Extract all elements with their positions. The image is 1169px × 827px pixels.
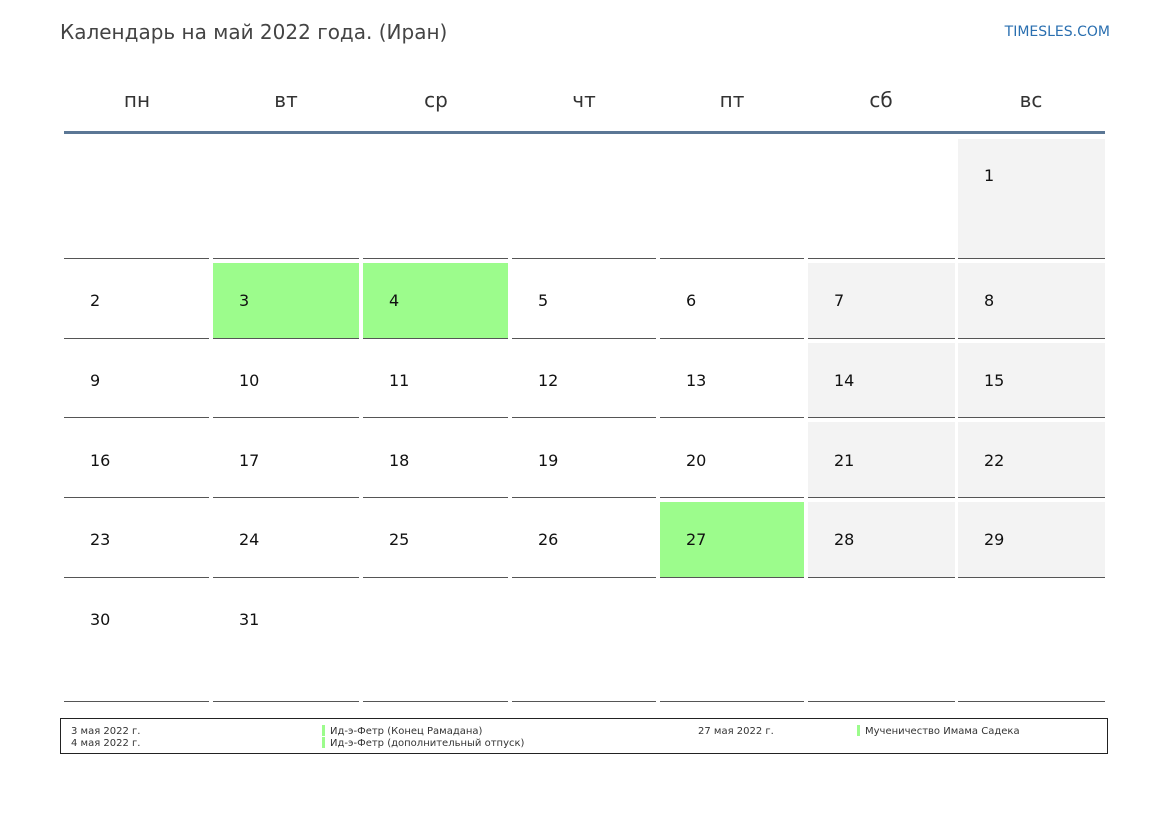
day-number: 14	[834, 371, 855, 390]
day-cell: 7	[808, 263, 955, 339]
legend-color-swatch	[322, 737, 325, 748]
day-cell: 6	[660, 263, 804, 339]
empty-day-cell	[512, 582, 656, 702]
day-number: 2	[90, 291, 101, 310]
weekday-header-row: пн вт ср чт пт сб вс	[64, 85, 1105, 115]
day-cell: 16	[64, 422, 209, 498]
day-cell: 23	[64, 502, 209, 578]
day-number: 28	[834, 530, 855, 549]
day-number: 12	[538, 371, 559, 390]
legend-color-swatch	[322, 725, 325, 736]
legend-date: 4 мая 2022 г.	[71, 738, 141, 749]
weekday-sun: вс	[1019, 88, 1043, 112]
day-cell: 22	[958, 422, 1105, 498]
day-cell: 19	[512, 422, 656, 498]
empty-day-cell	[660, 582, 804, 702]
day-cell: 25	[363, 502, 508, 578]
empty-day-cell	[808, 139, 955, 259]
day-number: 20	[686, 451, 707, 470]
day-cell: 18	[363, 422, 508, 498]
empty-day-cell	[363, 582, 508, 702]
day-number: 30	[90, 610, 111, 629]
day-number: 4	[389, 291, 400, 310]
legend-color-swatch	[857, 725, 860, 736]
day-number: 15	[984, 371, 1005, 390]
day-number: 8	[984, 291, 995, 310]
day-number: 7	[834, 291, 845, 310]
day-number: 6	[686, 291, 697, 310]
day-cell: 11	[363, 343, 508, 418]
day-cell: 10	[213, 343, 359, 418]
day-number: 26	[538, 530, 559, 549]
day-cell: 21	[808, 422, 955, 498]
day-cell: 24	[213, 502, 359, 578]
day-cell: 2	[64, 263, 209, 339]
weekday-mon: пн	[123, 88, 151, 112]
page-title: Календарь на май 2022 года. (Иран)	[60, 20, 448, 44]
day-number: 11	[389, 371, 410, 390]
header-divider	[64, 131, 1105, 134]
day-number: 24	[239, 530, 260, 549]
day-number: 31	[239, 610, 260, 629]
legend-holiday-name: Ид-э-Фетр (Конец Рамадана)	[330, 726, 483, 737]
day-number: 17	[239, 451, 260, 470]
day-cell: 9	[64, 343, 209, 418]
day-number: 13	[686, 371, 707, 390]
day-cell: 8	[958, 263, 1105, 339]
empty-day-cell	[958, 582, 1105, 702]
holiday-legend: 3 мая 2022 г. Ид-э-Фетр (Конец Рамадана)…	[60, 718, 1108, 754]
day-number: 27	[686, 530, 707, 549]
day-cell: 14	[808, 343, 955, 418]
day-cell: 17	[213, 422, 359, 498]
day-cell: 13	[660, 343, 804, 418]
legend-date: 3 мая 2022 г.	[71, 726, 141, 737]
day-cell: 5	[512, 263, 656, 339]
day-number: 19	[538, 451, 559, 470]
day-cell: 26	[512, 502, 656, 578]
empty-day-cell	[64, 139, 209, 259]
day-cell: 1	[958, 139, 1105, 259]
day-cell: 4	[363, 263, 508, 339]
day-number: 10	[239, 371, 260, 390]
day-number: 9	[90, 371, 101, 390]
day-cell: 15	[958, 343, 1105, 418]
day-cell: 30	[64, 582, 209, 702]
brand-link[interactable]: TIMESLES.COM	[1004, 24, 1110, 40]
day-number: 5	[538, 291, 549, 310]
legend-date: 27 мая 2022 г.	[698, 726, 774, 737]
day-cell: 3	[213, 263, 359, 339]
day-number: 16	[90, 451, 111, 470]
empty-day-cell	[363, 139, 508, 259]
weekday-wed: ср	[424, 88, 448, 112]
day-number: 25	[389, 530, 410, 549]
day-number: 29	[984, 530, 1005, 549]
empty-day-cell	[512, 139, 656, 259]
day-cell: 20	[660, 422, 804, 498]
legend-holiday-name: Ид-э-Фетр (дополнительный отпуск)	[330, 738, 525, 749]
weekday-sat: сб	[869, 88, 893, 112]
day-number: 23	[90, 530, 111, 549]
day-number: 18	[389, 451, 410, 470]
empty-day-cell	[660, 139, 804, 259]
day-number: 22	[984, 451, 1005, 470]
weekday-tue: вт	[274, 88, 298, 112]
day-cell: 12	[512, 343, 656, 418]
day-number: 3	[239, 291, 250, 310]
empty-day-cell	[808, 582, 955, 702]
day-number: 21	[834, 451, 855, 470]
weekday-fri: пт	[719, 88, 745, 112]
weekday-thu: чт	[572, 88, 596, 112]
day-number: 1	[984, 166, 995, 185]
empty-day-cell	[213, 139, 359, 259]
day-cell: 28	[808, 502, 955, 578]
day-cell: 29	[958, 502, 1105, 578]
day-cell: 31	[213, 582, 359, 702]
day-cell: 27	[660, 502, 804, 578]
legend-holiday-name: Мученичество Имама Садека	[865, 726, 1020, 737]
